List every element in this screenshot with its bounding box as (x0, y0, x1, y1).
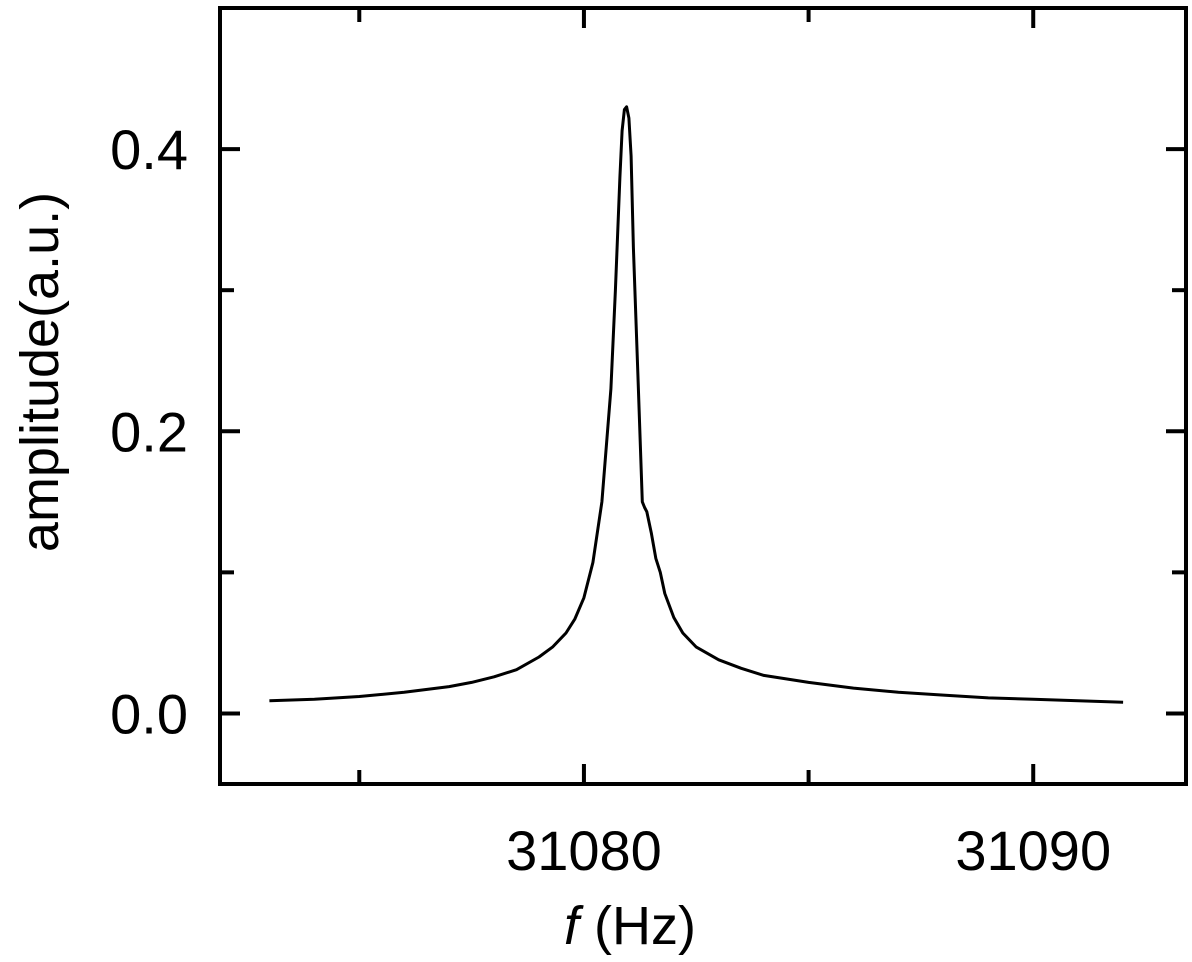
axis-ticks (220, 8, 1186, 784)
y-tick-label: 0.4 (110, 118, 188, 181)
y-axis-label: amplitude(a.u.) (10, 192, 70, 552)
y-tick-label: 0.0 (110, 682, 188, 745)
x-axis-symbol: f (564, 896, 584, 956)
x-axis-label: f (Hz) (564, 896, 696, 956)
tick-labels: 31080 31090 0.0 0.2 0.4 (110, 118, 1111, 882)
plot-frame (218, 6, 1188, 786)
y-tick-label: 0.2 (110, 400, 188, 463)
x-axis-unit: (Hz) (579, 896, 696, 956)
x-tick-label: 31080 (506, 819, 662, 882)
x-tick-label: 31090 (955, 819, 1111, 882)
series-line (269, 105, 1124, 704)
